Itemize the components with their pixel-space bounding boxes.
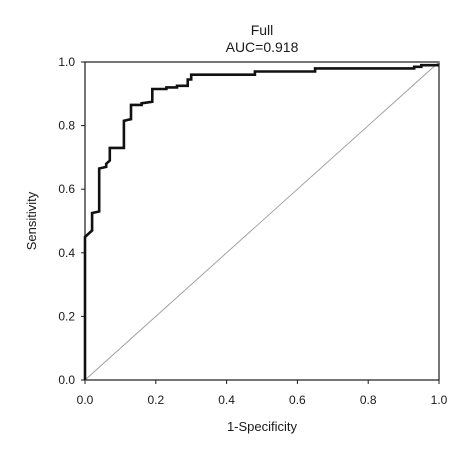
x-tick-label: 1.0	[431, 393, 448, 407]
y-tick-label: 0.0	[58, 373, 75, 387]
chart-title: Full	[251, 22, 274, 38]
x-axis-label: 1-Specificity	[227, 419, 298, 434]
x-tick-label: 0.8	[360, 393, 377, 407]
x-tick-label: 0.4	[218, 393, 235, 407]
x-tick-label: 0.6	[289, 393, 306, 407]
chart-subtitle: AUC=0.918	[226, 39, 299, 55]
plot-frame	[84, 61, 440, 381]
x-tick-label: 0.0	[77, 393, 94, 407]
reference-diagonal-line	[84, 61, 440, 381]
x-tick-label: 0.2	[147, 393, 164, 407]
y-axis-label: Sensitivity	[24, 191, 39, 250]
axis-ticks: 0.0 0.2 0.4 0.6 0.8 1.0 0.0 0.2 0.4 0.6 0.8 1.0	[58, 55, 447, 407]
y-tick-label: 0.6	[58, 182, 75, 196]
y-tick-label: 1.0	[58, 55, 75, 69]
y-tick-label: 0.4	[58, 246, 75, 260]
series-layer	[83, 61, 440, 381]
y-tick-label: 0.8	[58, 119, 75, 133]
roc-curve-line	[83, 63, 439, 380]
y-tick-label: 0.2	[58, 309, 75, 323]
